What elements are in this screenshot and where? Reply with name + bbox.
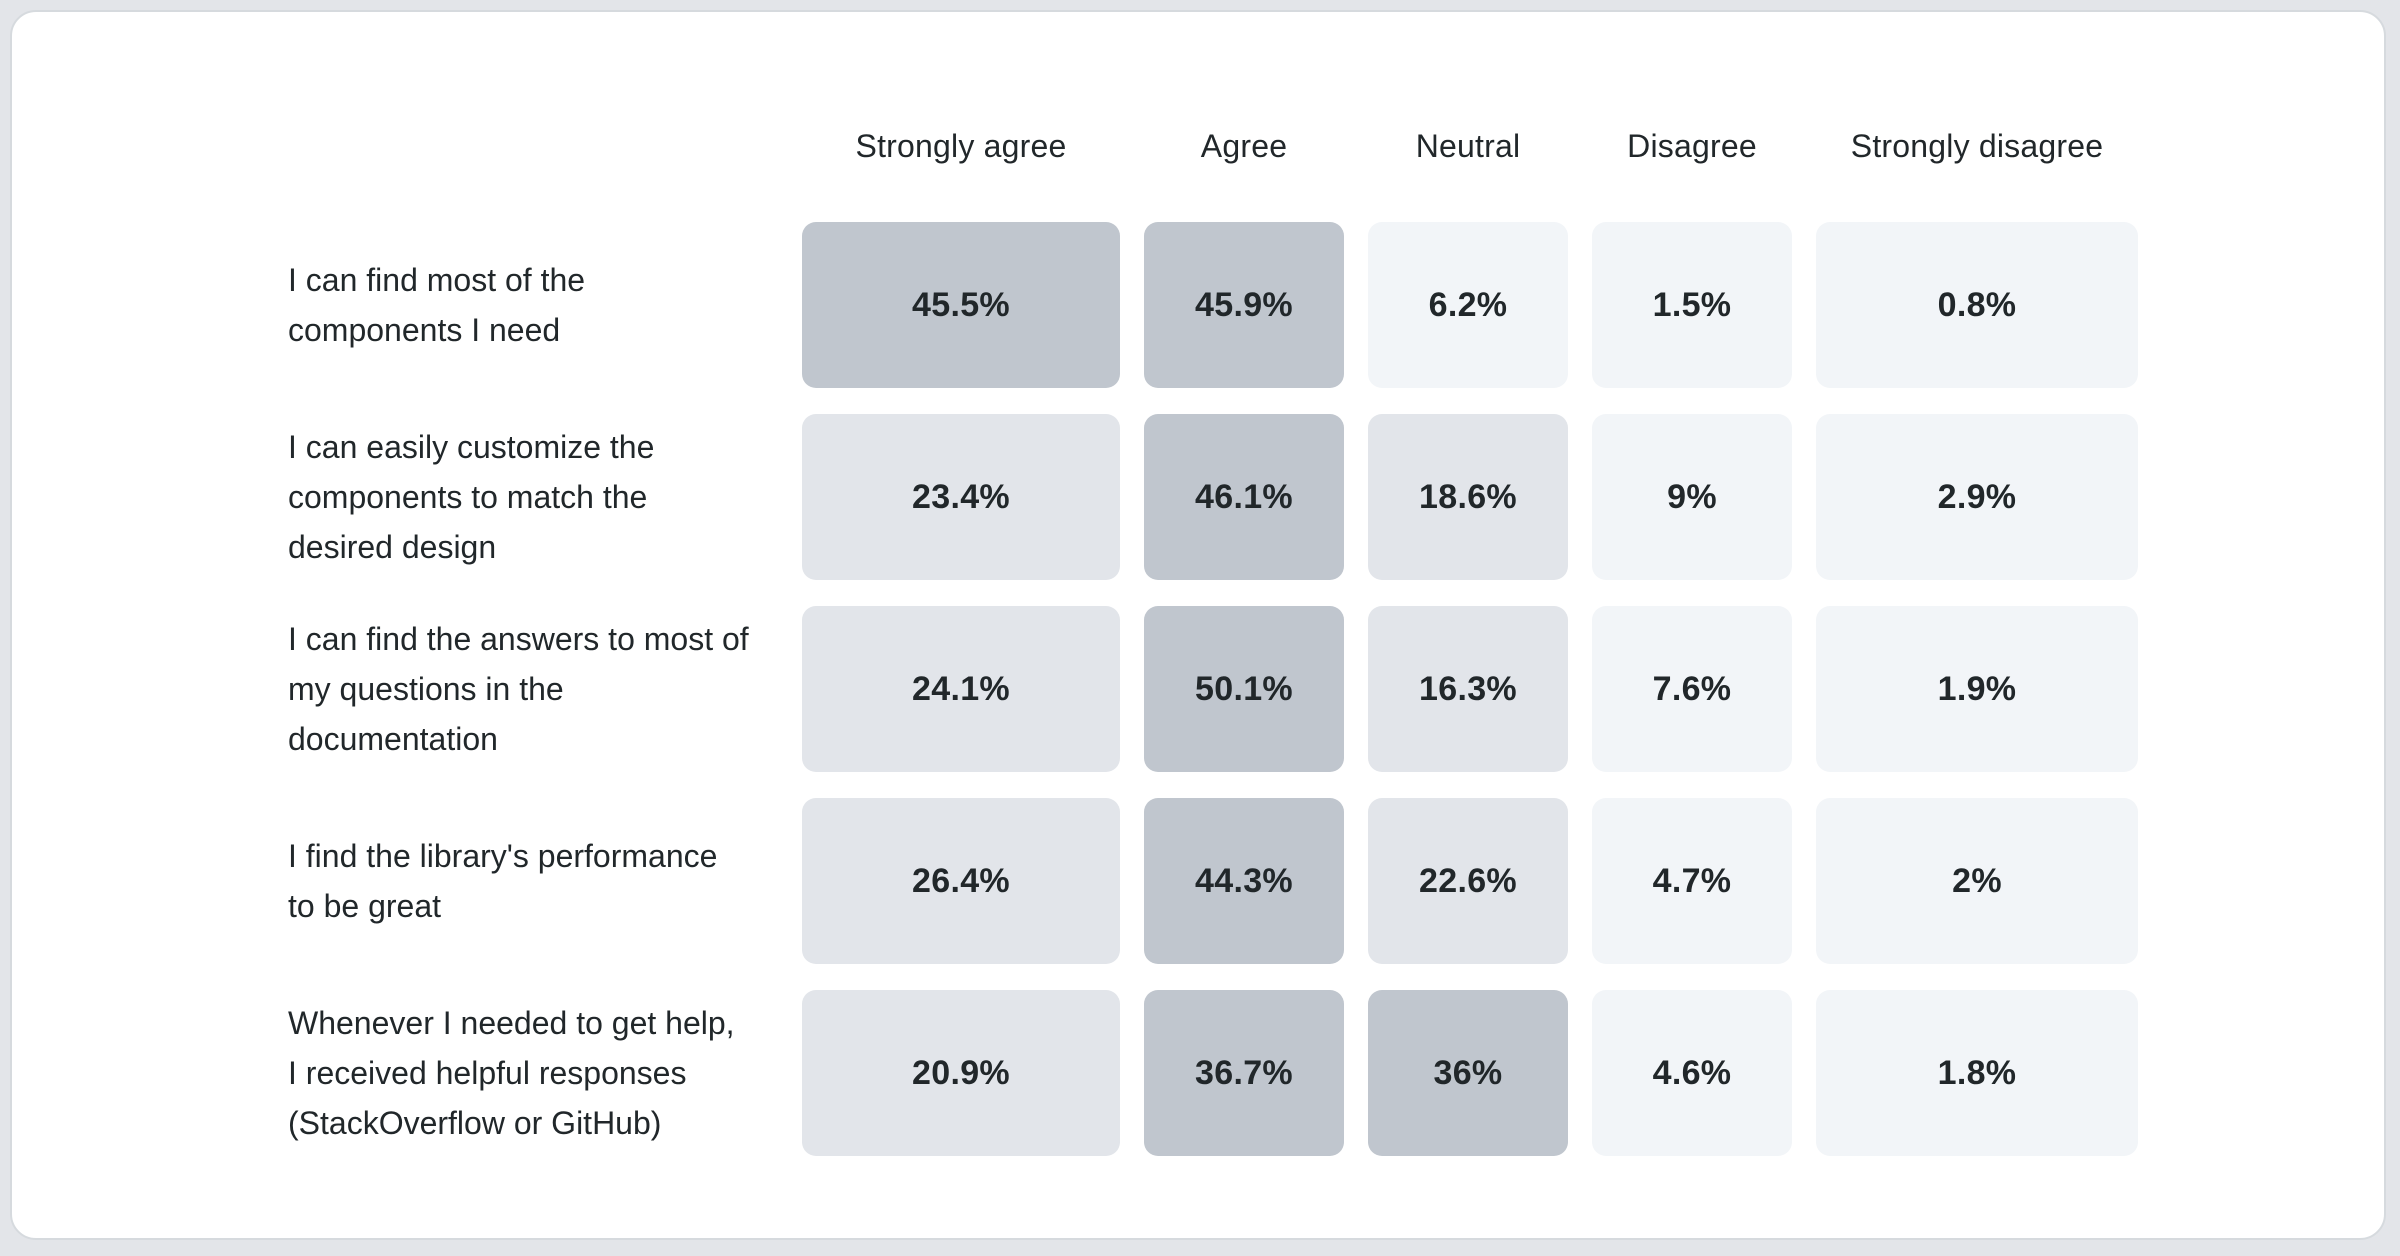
cell-value: 20.9% (912, 1053, 1010, 1092)
cell-value: 16.3% (1419, 669, 1517, 708)
cell-value: 45.9% (1195, 285, 1293, 324)
row-label: I can easily customize the components to… (288, 429, 655, 565)
row-label: Whenever I needed to get help, I receive… (288, 1005, 735, 1141)
cell-value: 45.5% (912, 285, 1010, 324)
heatmap-cell: 2.9% (1816, 414, 2138, 580)
cell-value: 50.1% (1195, 669, 1293, 708)
heatmap-cell: 23.4% (802, 414, 1120, 580)
heatmap-cell: 45.9% (1144, 222, 1344, 388)
heatmap-cell: 0.8% (1816, 222, 2138, 388)
column-header: Agree (1200, 128, 1288, 164)
column-header: Strongly disagree (1850, 128, 2104, 164)
heatmap-cell: 1.9% (1816, 606, 2138, 772)
cell-value: 7.6% (1652, 669, 1732, 708)
cell-value: 6.2% (1428, 285, 1508, 324)
heatmap-cell: 20.9% (802, 990, 1120, 1156)
heatmap-cell: 46.1% (1144, 414, 1344, 580)
cell-value: 44.3% (1195, 861, 1293, 900)
cell-value: 36.7% (1195, 1053, 1293, 1092)
heatmap-cell: 22.6% (1368, 798, 1568, 964)
cell-value: 1.5% (1652, 285, 1732, 324)
cell-value: 46.1% (1195, 477, 1293, 516)
column-header: Disagree (1627, 128, 1757, 164)
column-header: Neutral (1415, 128, 1521, 164)
heatmap-cell: 4.6% (1592, 990, 1792, 1156)
cell-value: 24.1% (912, 669, 1010, 708)
cell-value: 4.6% (1652, 1053, 1732, 1092)
row-label: I can find most of the components I need (288, 262, 586, 348)
cell-value: 2.9% (1937, 477, 2017, 516)
heatmap-cell: 44.3% (1144, 798, 1344, 964)
heatmap-cell: 4.7% (1592, 798, 1792, 964)
heatmap-cell: 1.8% (1816, 990, 2138, 1156)
heatmap-cell: 6.2% (1368, 222, 1568, 388)
heatmap-cell: 2% (1816, 798, 2138, 964)
heatmap-cell: 9% (1592, 414, 1792, 580)
heatmap-cell: 36.7% (1144, 990, 1344, 1156)
cell-value: 4.7% (1652, 861, 1732, 900)
heatmap-cell: 16.3% (1368, 606, 1568, 772)
corner-spacer (288, 97, 778, 196)
cell-value: 36% (1433, 1053, 1503, 1092)
heatmap-cell: 26.4% (802, 798, 1120, 964)
heatmap-cell: 18.6% (1368, 414, 1568, 580)
heatmap-cell: 45.5% (802, 222, 1120, 388)
cell-value: 22.6% (1419, 861, 1517, 900)
heatmap-cell: 36% (1368, 990, 1568, 1156)
cell-value: 2% (1952, 861, 2002, 900)
column-header: Strongly agree (855, 128, 1067, 164)
cell-value: 0.8% (1937, 285, 2017, 324)
cell-value: 9% (1667, 477, 1717, 516)
heatmap-cell: 50.1% (1144, 606, 1344, 772)
row-label: I can find the answers to most of my que… (288, 621, 749, 757)
cell-value: 1.9% (1937, 669, 2017, 708)
heatmap-cell: 24.1% (802, 606, 1120, 772)
row-label: I find the library's performance to be g… (288, 838, 718, 924)
cell-value: 26.4% (912, 861, 1010, 900)
survey-heatmap: Strongly agree Agree Neutral Disagree Strong… (288, 97, 2138, 1156)
cell-value: 1.8% (1937, 1053, 2017, 1092)
cell-value: 18.6% (1419, 477, 1517, 516)
heatmap-cell: 1.5% (1592, 222, 1792, 388)
cell-value: 23.4% (912, 477, 1010, 516)
survey-results-card: Strongly agree Agree Neutral Disagree Strong… (10, 10, 2386, 1240)
heatmap-cell: 7.6% (1592, 606, 1792, 772)
